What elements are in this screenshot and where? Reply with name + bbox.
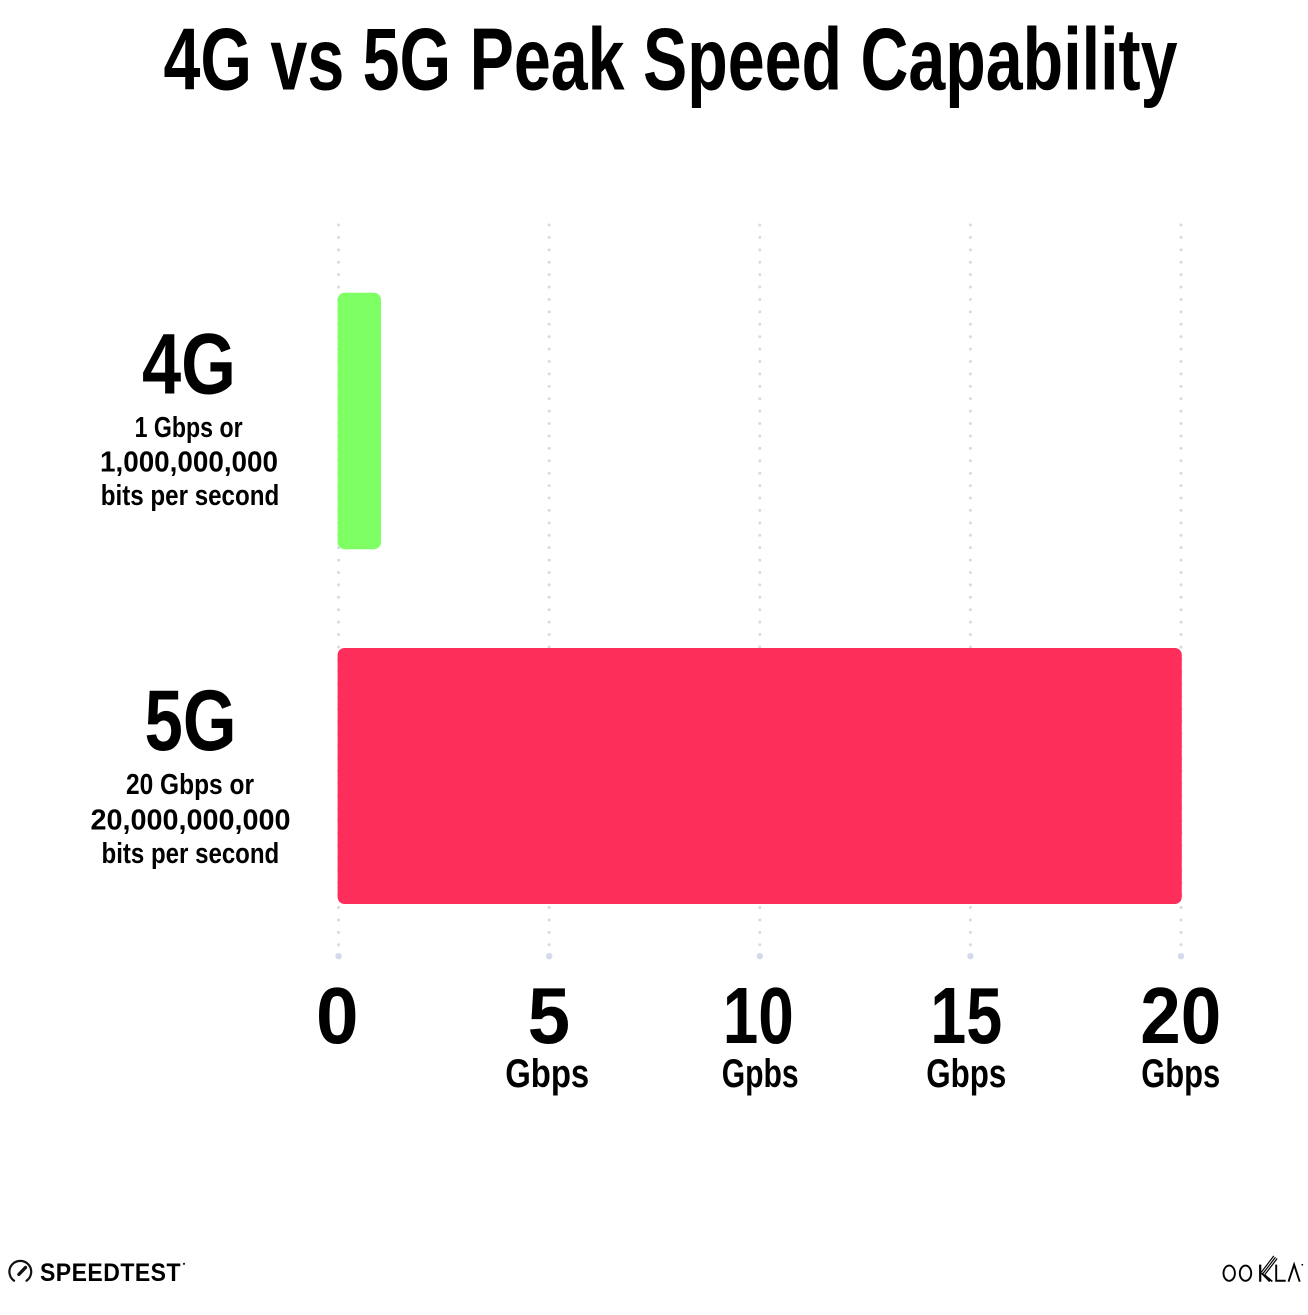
svg-text:Gbps: Gbps	[1141, 1052, 1220, 1096]
svg-text:Gbps: Gbps	[505, 1052, 589, 1096]
svg-text:1 Gbps or: 1 Gbps or	[135, 412, 243, 444]
svg-text:20,000,000,000: 20,000,000,000	[91, 804, 291, 836]
svg-text:5: 5	[528, 971, 571, 1060]
svg-text:0: 0	[316, 971, 359, 1060]
svg-text:bits per second: bits per second	[101, 480, 280, 512]
svg-text:4G: 4G	[142, 317, 236, 413]
svg-text:1,000,000,000: 1,000,000,000	[100, 447, 278, 479]
svg-text:15: 15	[930, 971, 1002, 1060]
svg-text:SPEEDTEST: SPEEDTEST	[40, 1260, 181, 1287]
svg-text:Gpbs: Gpbs	[722, 1052, 799, 1096]
svg-text:Gbps: Gbps	[926, 1052, 1006, 1096]
svg-text:20 Gbps or: 20 Gbps or	[126, 769, 254, 801]
svg-text:4G vs 5G Peak Speed Capability: 4G vs 5G Peak Speed Capability	[164, 9, 1178, 108]
svg-text:20: 20	[1140, 971, 1221, 1060]
svg-text:bits per second: bits per second	[102, 838, 280, 870]
svg-text:5G: 5G	[145, 673, 237, 769]
svg-text:10: 10	[723, 971, 794, 1060]
